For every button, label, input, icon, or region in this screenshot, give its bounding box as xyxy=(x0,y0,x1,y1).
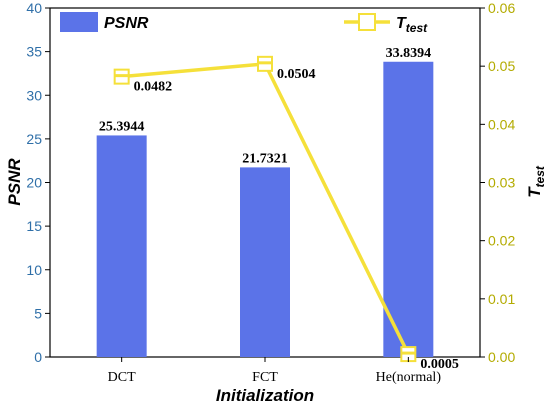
legend-ttest-label: Ttest xyxy=(396,15,428,35)
x-tick-label: He(normal) xyxy=(376,370,442,385)
right-tick-label: 0.05 xyxy=(488,58,515,74)
line-series xyxy=(113,55,417,363)
line-value-label: 0.0005 xyxy=(420,357,459,372)
right-axis-title-sub: test xyxy=(533,165,547,187)
data-labels: 25.3944 21.7321 33.8394 0.0482 0.0504 0.0005 xyxy=(99,46,459,372)
legend-psnr-label: PSNR xyxy=(104,15,149,32)
right-tick-label: 0.02 xyxy=(488,233,515,249)
legend-ttest-marker xyxy=(358,13,376,31)
line-value-label: 0.0482 xyxy=(134,80,173,95)
x-tick-label: FCT xyxy=(252,370,278,385)
bar-FCT xyxy=(240,167,290,357)
bar-value-label: 33.8394 xyxy=(386,46,432,61)
right-tick-label: 0.03 xyxy=(488,175,515,191)
right-tick-label: 0.06 xyxy=(488,0,515,16)
x-tick-label: DCT xyxy=(108,370,136,385)
legend-ttest-main: T xyxy=(396,15,407,32)
left-tick-label: 0 xyxy=(34,349,42,365)
left-tick-label: 40 xyxy=(26,0,42,16)
left-tick-label: 20 xyxy=(26,175,42,191)
right-tick-label: 0.00 xyxy=(488,349,515,365)
left-tick-label: 15 xyxy=(26,218,42,234)
legend-psnr-swatch xyxy=(60,12,98,32)
right-axis-title-main: T xyxy=(525,186,544,198)
x-axis-title: Initialization xyxy=(216,386,314,405)
left-tick-label: 5 xyxy=(34,305,42,321)
bar-DCT xyxy=(96,135,147,357)
left-axis-title: PSNR xyxy=(5,158,24,206)
axis-ticks: 0 5 10 15 20 25 30 35 40 0.00 0.01 0.02 0.03 0.04 0.05… xyxy=(26,0,515,385)
left-tick-label: 25 xyxy=(26,131,42,147)
legend-ttest-sub: test xyxy=(406,21,428,35)
right-axis-title: Ttest xyxy=(525,165,547,198)
bar-series xyxy=(96,61,434,358)
right-tick-label: 0.04 xyxy=(488,116,515,132)
bar-value-label: 25.3944 xyxy=(99,119,145,134)
line-value-label: 0.0504 xyxy=(277,67,316,82)
bar-value-label: 21.7321 xyxy=(242,151,288,166)
left-tick-label: 35 xyxy=(26,44,42,60)
left-tick-label: 10 xyxy=(26,262,42,278)
right-tick-label: 0.01 xyxy=(488,291,515,307)
left-tick-label: 30 xyxy=(26,87,42,103)
bar-He(normal) xyxy=(383,61,434,358)
